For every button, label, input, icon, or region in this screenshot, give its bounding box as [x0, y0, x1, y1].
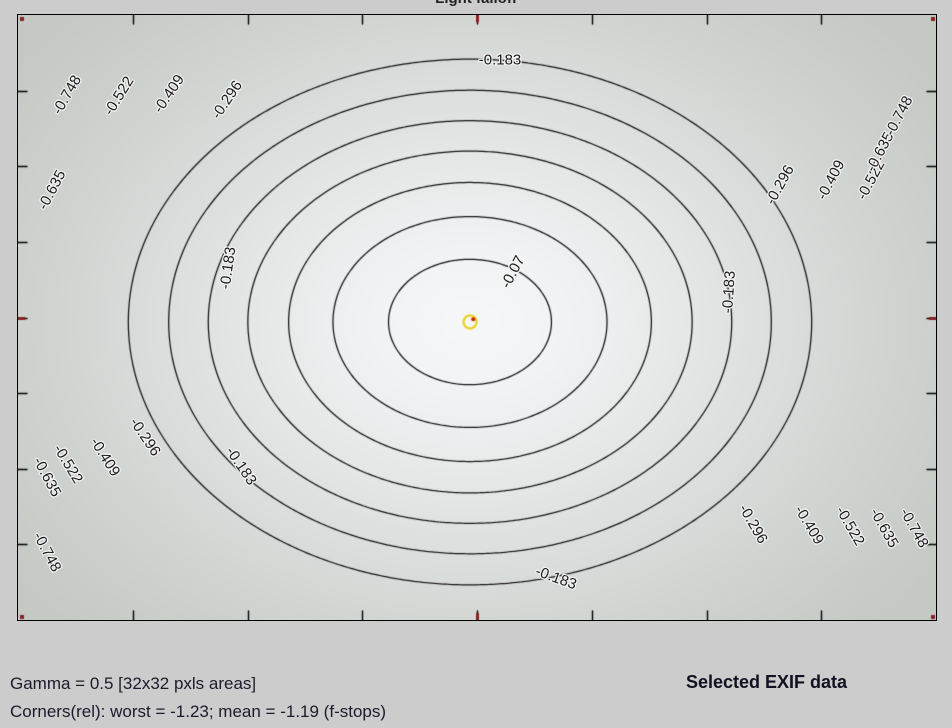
- page-title: Light falloff: [0, 0, 952, 7]
- selected-exif-data-heading: Selected EXIF data: [686, 672, 848, 692]
- gamma-caption: Gamma = 0.5 [32x32 pxls areas]: [10, 674, 257, 693]
- caption-block: Gamma = 0.5 [32x32 pxls areas] Corners(r…: [0, 626, 952, 728]
- window-title-strip: Light falloff: [0, 0, 952, 12]
- corners-caption: Corners(rel): worst = -1.23; mean = -1.1…: [10, 702, 387, 721]
- contour-plot-canvas[interactable]: [18, 15, 936, 620]
- contour-plot-frame[interactable]: -0.183 -0.07 -0.183 -0.183 -0.183 -0.183 -0.29…: [17, 14, 937, 621]
